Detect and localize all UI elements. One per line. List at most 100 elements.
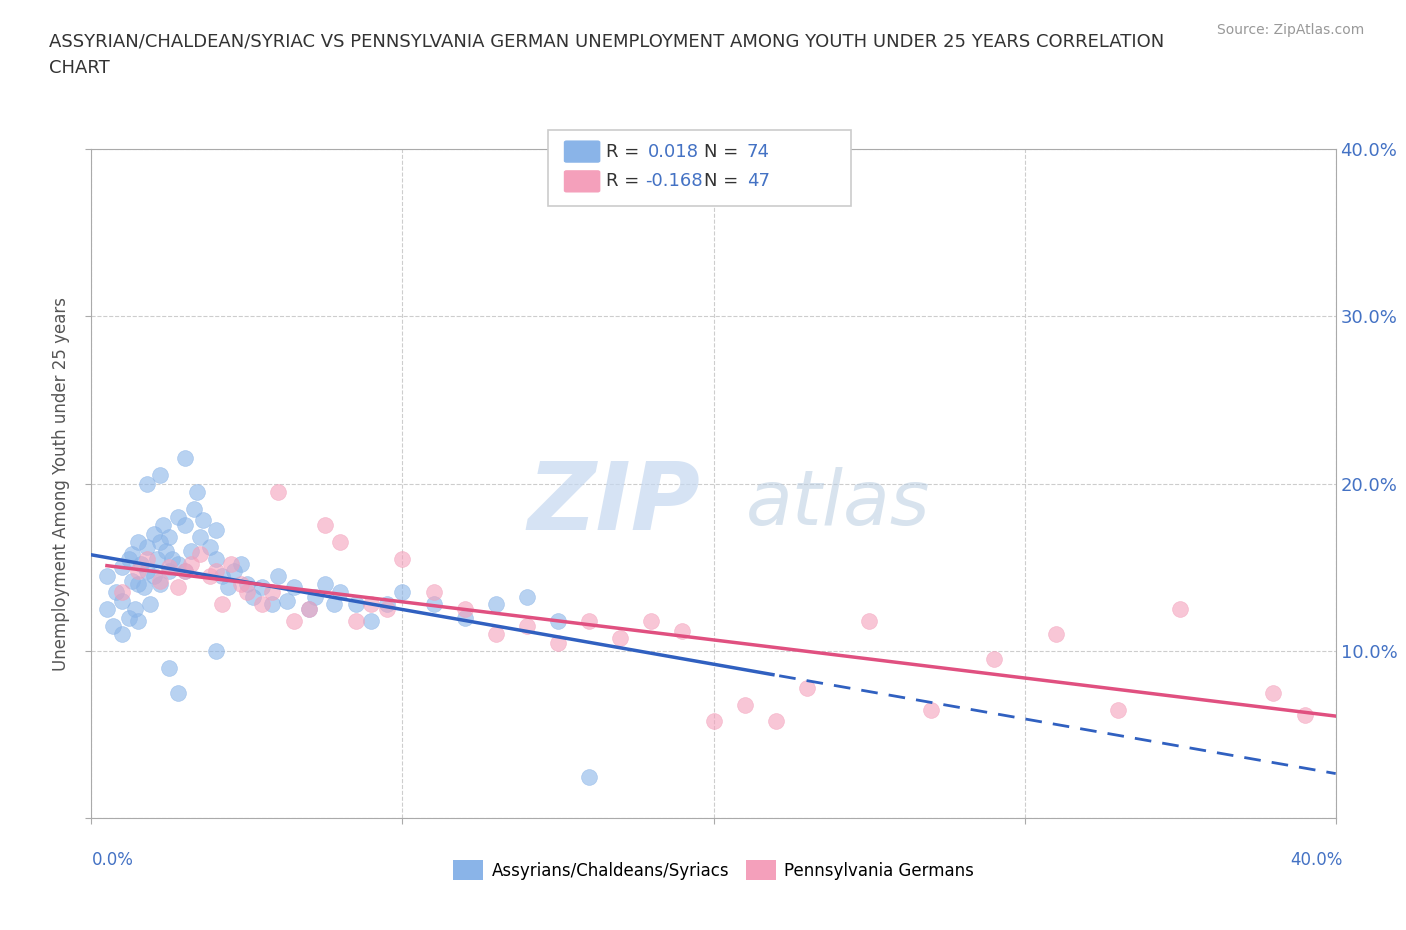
Point	[276, 593, 298, 608]
Point	[149, 468, 172, 483]
Point	[183, 501, 205, 516]
Point	[101, 618, 124, 633]
Point	[149, 573, 172, 588]
Point	[173, 451, 195, 466]
Point	[734, 698, 756, 712]
Point	[173, 564, 195, 578]
Point	[127, 577, 149, 591]
Point	[765, 714, 787, 729]
Point	[422, 585, 444, 600]
Text: Source: ZipAtlas.com: Source: ZipAtlas.com	[1216, 23, 1364, 37]
Point	[329, 535, 352, 550]
Text: 0.0%: 0.0%	[91, 851, 134, 870]
Point	[124, 602, 146, 617]
Point	[796, 681, 818, 696]
Point	[186, 485, 208, 499]
Point	[111, 560, 134, 575]
Point	[157, 564, 180, 578]
Point	[211, 568, 233, 583]
Text: ZIP: ZIP	[527, 458, 700, 550]
Point	[121, 573, 143, 588]
Text: N =: N =	[704, 172, 738, 191]
Point	[304, 590, 326, 604]
Point	[167, 580, 190, 595]
Point	[453, 602, 475, 617]
Point	[173, 518, 195, 533]
Point	[229, 577, 252, 591]
Point	[134, 580, 156, 595]
Point	[242, 590, 264, 604]
Point	[453, 610, 475, 625]
Point	[157, 560, 180, 575]
Point	[547, 635, 569, 650]
Point	[193, 513, 215, 528]
Point	[139, 597, 162, 612]
Point	[516, 590, 538, 604]
Point	[111, 585, 134, 600]
Point	[485, 597, 508, 612]
Point	[127, 535, 149, 550]
Point	[127, 564, 149, 578]
Point	[136, 539, 159, 554]
Point	[702, 714, 725, 729]
Point	[152, 518, 174, 533]
Point	[671, 623, 693, 638]
Point	[260, 597, 283, 612]
Point	[111, 627, 134, 642]
Point	[314, 518, 336, 533]
Point	[118, 551, 141, 566]
Text: 47: 47	[747, 172, 769, 191]
Point	[983, 652, 1005, 667]
Point	[111, 593, 134, 608]
Point	[142, 526, 165, 541]
Point	[516, 618, 538, 633]
Point	[1168, 602, 1191, 617]
Point	[205, 644, 228, 658]
Point	[198, 568, 221, 583]
Point	[858, 614, 880, 629]
Point	[121, 547, 143, 562]
Point	[920, 702, 942, 717]
Point	[578, 614, 600, 629]
Point	[485, 627, 508, 642]
Point	[283, 614, 305, 629]
Point	[547, 614, 569, 629]
Point	[118, 610, 141, 625]
Point	[180, 543, 202, 558]
Point	[96, 602, 118, 617]
Point	[167, 685, 190, 700]
Point	[217, 580, 239, 595]
Point	[198, 539, 221, 554]
Point	[391, 585, 413, 600]
Point	[188, 547, 211, 562]
Point	[205, 564, 228, 578]
Point	[157, 530, 180, 545]
Point	[1263, 685, 1285, 700]
Text: atlas: atlas	[745, 467, 931, 540]
Point	[224, 564, 246, 578]
Point	[136, 551, 159, 566]
Point	[344, 614, 367, 629]
Point	[260, 585, 283, 600]
Point	[1107, 702, 1129, 717]
Point	[344, 597, 367, 612]
Point	[127, 614, 149, 629]
Point	[205, 523, 228, 538]
Point	[167, 510, 190, 525]
Point	[96, 568, 118, 583]
Point	[149, 535, 172, 550]
Point	[314, 577, 336, 591]
Text: N =: N =	[704, 142, 738, 161]
Text: R =: R =	[606, 172, 640, 191]
Point	[229, 556, 252, 571]
Point	[180, 556, 202, 571]
Point	[252, 580, 274, 595]
Point	[167, 556, 190, 571]
Point	[360, 597, 382, 612]
Point	[236, 577, 259, 591]
Point	[211, 597, 233, 612]
Point	[360, 614, 382, 629]
Legend: Assyrians/Chaldeans/Syriacs, Pennsylvania Germans: Assyrians/Chaldeans/Syriacs, Pennsylvani…	[447, 854, 980, 887]
Point	[640, 614, 662, 629]
Point	[188, 530, 211, 545]
